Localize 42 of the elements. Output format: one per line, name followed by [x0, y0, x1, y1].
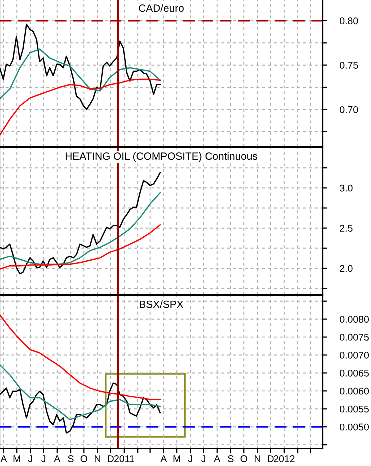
y-tick-label: 0.0050 [340, 424, 370, 431]
line-series [0, 48, 162, 100]
y-tick-label: 3.0 [340, 184, 353, 192]
y-tick-label: 0.0075 [340, 334, 369, 341]
x-tick-label: 2011 [114, 456, 134, 462]
x-tick-label: N [254, 456, 260, 462]
x-tick-label: 2012 [274, 456, 295, 462]
x-tick-label: A [54, 456, 61, 462]
x-tick-label: J [202, 456, 206, 462]
x-tick-label: J [28, 456, 32, 462]
chart-title: BSX/SPX [140, 300, 184, 308]
y-tick-label: 0.0065 [340, 370, 369, 377]
y-tick-label: 2.5 [340, 225, 353, 232]
line-series [0, 192, 162, 266]
line-series [0, 78, 162, 136]
x-tick-label: O [240, 456, 248, 462]
x-tick-label: J [188, 456, 192, 462]
x-tick-label: S [228, 456, 234, 462]
y-tick-label: 2.0 [340, 265, 353, 272]
x-tick-label: J [42, 456, 46, 462]
x-tick-label: A [160, 456, 168, 462]
y-tick-label: 0.0060 [340, 388, 370, 395]
x-tick-label: A [214, 456, 221, 462]
y-tick-label: 0.0055 [340, 406, 369, 413]
chart-title: HEATING OIL (COMPOSITE) Continuous [66, 152, 258, 162]
line-series [0, 364, 162, 421]
y-tick-label: 0.0070 [340, 352, 370, 359]
x-tick-label: O [80, 456, 88, 462]
x-tick-label: M [174, 456, 180, 462]
x-tick-label: D [268, 456, 274, 462]
y-tick-label: 0.70 [340, 106, 358, 114]
y-tick-label: 0.80 [340, 18, 358, 25]
y-tick-label: 0.0080 [340, 316, 370, 323]
x-tick-label: M [14, 456, 20, 462]
x-tick-label: A [0, 456, 8, 462]
line-series [0, 224, 162, 270]
x-tick-label: N [95, 456, 100, 462]
chart-title: CAD/euro [139, 4, 184, 12]
x-tick-label: D [108, 456, 114, 462]
y-tick-label: 0.75 [340, 62, 358, 69]
line-series [0, 314, 162, 400]
x-tick-label: S [68, 456, 74, 462]
